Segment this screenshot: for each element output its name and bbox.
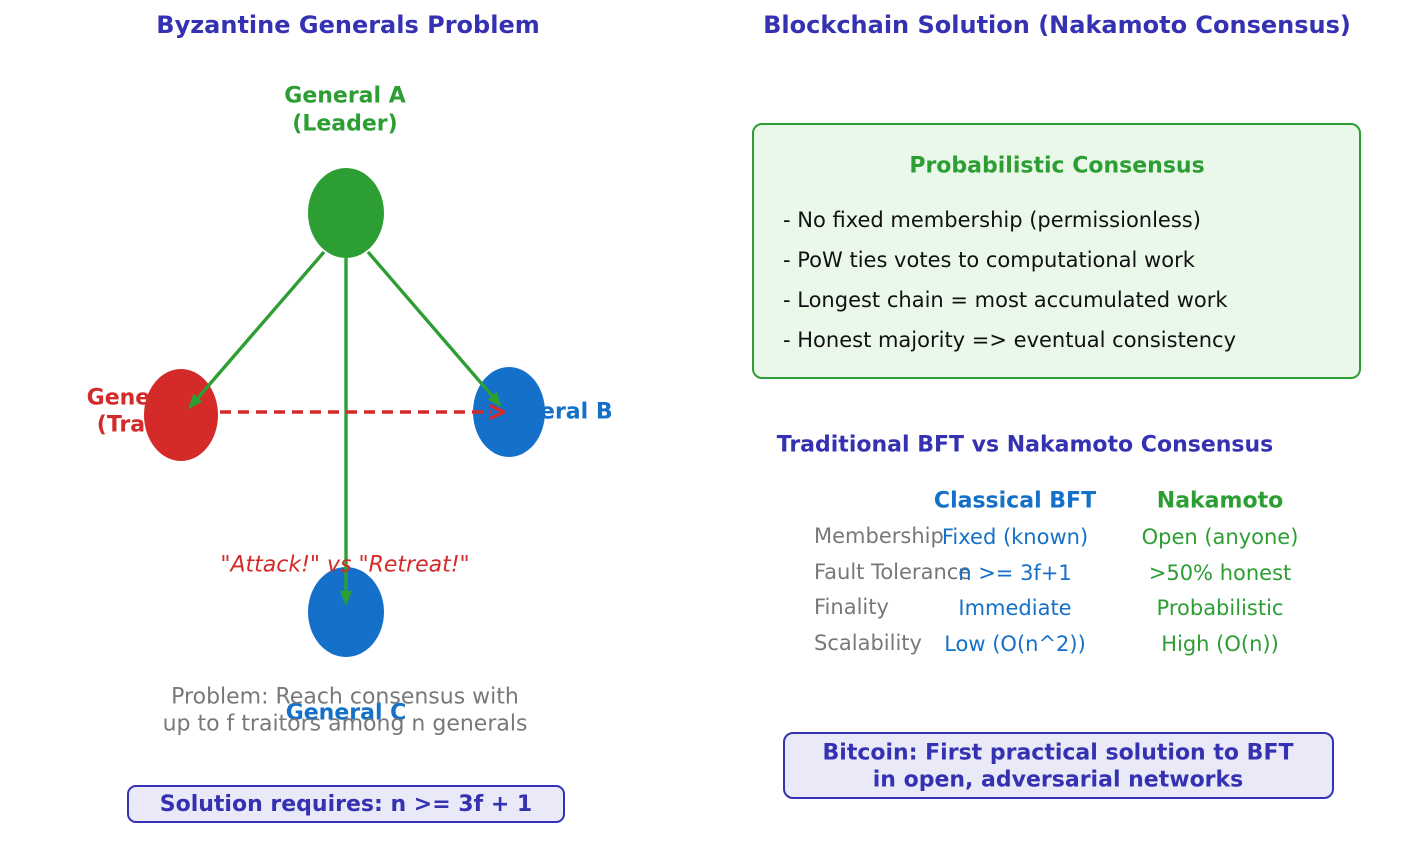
cell-bft-fault-tolerance: n >= 3f+1 <box>958 561 1072 585</box>
order-arrow-a-to-b <box>366 250 502 408</box>
general-c-node <box>308 567 384 657</box>
solution-requirement-box: Solution requires: n >= 3f + 1 <box>127 785 565 823</box>
comparison-col2-header: Nakamoto <box>1156 488 1284 514</box>
row-label-fault-tolerance: Fault Tolerance <box>814 560 972 584</box>
cell-nakamoto-fault-tolerance: >50% honest <box>1148 561 1292 585</box>
comparison-col1-header: Classical BFT <box>933 488 1097 514</box>
general-c-label: General C <box>285 700 407 726</box>
left-panel-title: Byzantine Generals Problem <box>156 11 540 39</box>
cell-nakamoto-scalability: High (O(n)) <box>1161 632 1279 656</box>
cell-bft-membership: Fixed (known) <box>941 525 1089 549</box>
solution-requirement-label: Solution requires: n >= 3f + 1 <box>159 792 533 817</box>
cell-bft-finality: Immediate <box>958 596 1072 620</box>
cell-nakamoto-finality: Probabilistic <box>1156 596 1284 620</box>
cell-bft-scalability: Low (O(n^2)) <box>944 632 1086 656</box>
consensus-bullet-3: - Longest chain = most accumulated work <box>783 288 1228 312</box>
general-b-label: General B <box>491 399 613 425</box>
right-panel-title: Blockchain Solution (Nakamoto Consensus) <box>763 11 1351 39</box>
general-d-label-line2: (Traitor) <box>96 412 200 438</box>
row-label-scalability: Scalability <box>814 631 922 655</box>
row-label-membership: Membership <box>814 524 944 548</box>
order-arrow-a-to-d <box>188 250 326 410</box>
consensus-bullet-4: - Honest majority => eventual consistenc… <box>783 328 1237 352</box>
cell-nakamoto-membership: Open (anyone) <box>1141 525 1299 549</box>
bitcoin-summary-line1: Bitcoin: First practical solution to BFT <box>822 740 1294 766</box>
consensus-bullet-1: - No fixed membership (permissionless) <box>783 208 1201 232</box>
general-d-label-line1: General D <box>86 385 210 411</box>
problem-statement-line2: up to f traitors among n generals <box>162 711 528 737</box>
consensus-bullet-2: - PoW ties votes to computational work <box>783 248 1195 272</box>
row-label-finality: Finality <box>814 595 889 619</box>
bitcoin-summary-box <box>783 732 1334 799</box>
consensus-box-title: Probabilistic Consensus <box>909 153 1205 179</box>
general-a-node <box>308 168 384 258</box>
comparison-title: Traditional BFT vs Nakamoto Consensus <box>776 432 1274 458</box>
probabilistic-consensus-box <box>752 123 1361 379</box>
general-a-label-line1: General A <box>284 83 406 109</box>
bitcoin-summary-line2: in open, adversarial networks <box>872 767 1244 793</box>
problem-statement-line1: Problem: Reach consensus with <box>171 684 519 710</box>
conflict-message-label: "Attack!" vs "Retreat!" <box>220 552 470 578</box>
general-a-label-line2: (Leader) <box>292 111 398 137</box>
